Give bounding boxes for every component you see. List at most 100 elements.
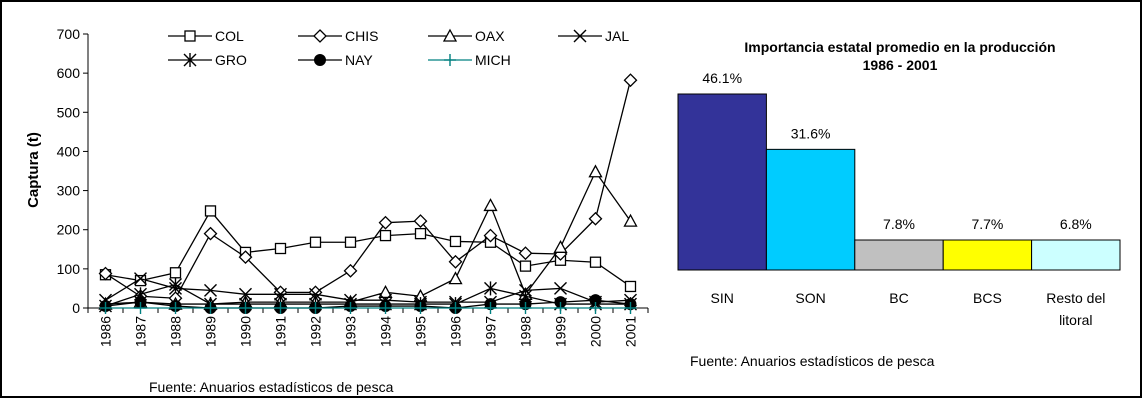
- y-tick-label: 500: [57, 104, 81, 120]
- x-tick-label: 1996: [448, 316, 464, 347]
- data-point: [379, 302, 392, 314]
- data-point: [169, 302, 182, 314]
- y-tick-label: 400: [57, 143, 81, 159]
- data-point: [274, 242, 287, 255]
- line-chart-ylabel: Captura (t): [25, 132, 42, 208]
- x-tick-label: 1987: [133, 316, 149, 347]
- data-point: [238, 250, 253, 265]
- legend-entry-jal: JAL: [558, 28, 629, 44]
- data-point: [553, 239, 568, 253]
- data-point: [239, 287, 252, 301]
- legend-label: OAX: [475, 28, 505, 44]
- data-point: [204, 205, 217, 217]
- data-point: [624, 280, 637, 293]
- data-point: [134, 272, 147, 286]
- bar-2: [854, 239, 944, 271]
- data-point: [274, 302, 287, 314]
- data-point: [589, 302, 602, 314]
- data-point: [274, 287, 287, 301]
- bar-0: [677, 93, 767, 271]
- data-point: [554, 281, 567, 295]
- x-tick-label: 2000: [588, 316, 604, 347]
- line-chart-source: Fuente: Anuarios estadísticos de pesca: [149, 379, 394, 395]
- data-point: [554, 302, 567, 314]
- x-tick-label: 1991: [273, 316, 289, 347]
- legend-label: GRO: [215, 52, 247, 68]
- data-point: [448, 254, 463, 269]
- data-point: [518, 246, 533, 261]
- line-chart: Captura (t) 0 100 200 300 400 500 600 700 1986 19…: [25, 26, 649, 395]
- x-tick-label: 1999: [553, 316, 569, 347]
- data-point: [204, 302, 217, 314]
- y-tick-label: 0: [72, 300, 80, 316]
- data-point: [414, 227, 427, 240]
- data-point: [378, 215, 393, 230]
- data-point: [204, 283, 217, 297]
- legend-marker: [573, 29, 587, 43]
- data-point: [624, 302, 637, 314]
- bar-category-label: SON: [795, 290, 825, 306]
- bar-category-label: BC: [889, 290, 908, 306]
- legend-entry-nay: NAY: [298, 52, 373, 68]
- bar-category-label: SIN: [711, 290, 734, 306]
- data-point: [203, 226, 218, 241]
- series-line: [105, 299, 631, 309]
- legend-label: MICH: [475, 52, 511, 68]
- bar-category-label: Resto del: [1046, 290, 1105, 306]
- data-point: [134, 302, 147, 314]
- legend-marker: [442, 28, 458, 42]
- y-tick-label: 100: [57, 261, 81, 277]
- bar-chart-title: Importancia estatal promedio en la produ…: [744, 39, 1055, 55]
- x-tick-label: 1998: [518, 316, 534, 347]
- legend-entry-gro: GRO: [168, 52, 247, 68]
- bar-chart-bars: 46.1% SIN 31.6% SON 7.8% BC 7.7% BCS 6.8% Resto d…: [677, 70, 1121, 328]
- legend-entry-mich: MICH: [428, 52, 511, 68]
- bar-category-label: litoral: [1059, 312, 1092, 328]
- x-tick-label: 1997: [483, 316, 499, 347]
- bar-1: [765, 148, 856, 271]
- legend-entry-chis: CHIS: [298, 28, 378, 44]
- line-chart-series: [98, 73, 638, 314]
- y-tick-label: 200: [57, 222, 81, 238]
- data-point: [589, 256, 602, 268]
- data-point: [309, 287, 322, 301]
- legend-marker: [183, 53, 197, 67]
- bar-value-label: 46.1%: [702, 70, 742, 86]
- y-tick-label: 300: [57, 183, 81, 199]
- data-point: [343, 263, 358, 278]
- data-point: [484, 281, 497, 296]
- legend-marker: [314, 54, 326, 66]
- data-point: [414, 302, 427, 314]
- data-point: [483, 228, 498, 243]
- data-point: [623, 213, 638, 227]
- x-tick-label: 2001: [623, 316, 639, 347]
- bar-chart-subtitle: 1986 - 2001: [863, 57, 938, 73]
- data-point: [309, 236, 322, 248]
- x-tick-label: 1992: [308, 316, 324, 347]
- data-point: [449, 235, 462, 248]
- data-point: [519, 260, 532, 272]
- x-tick-label: 1988: [168, 316, 184, 347]
- bar-3: [942, 239, 1033, 271]
- data-point: [448, 271, 463, 285]
- series-line: [105, 283, 631, 307]
- data-point: [379, 229, 392, 242]
- x-tick-label: 1995: [413, 316, 429, 347]
- bar-chart-source: Fuente: Anuarios estadísticos de pesca: [690, 353, 935, 369]
- bar-value-label: 7.7%: [971, 216, 1003, 232]
- x-tick-label: 1993: [343, 316, 359, 347]
- bar-category-label: BCS: [973, 290, 1002, 306]
- series-chis: [98, 73, 638, 306]
- data-point: [484, 302, 497, 314]
- bar-chart: Importancia estatal promedio en la produ…: [677, 39, 1121, 369]
- data-point: [519, 302, 532, 314]
- series-line: [105, 170, 632, 305]
- series-line: [105, 80, 632, 299]
- legend-label: CHIS: [345, 28, 378, 44]
- data-point: [623, 73, 638, 88]
- y-tick-label: 700: [57, 26, 81, 42]
- data-point: [169, 267, 182, 279]
- data-point: [169, 277, 182, 292]
- bar-4: [1031, 239, 1121, 271]
